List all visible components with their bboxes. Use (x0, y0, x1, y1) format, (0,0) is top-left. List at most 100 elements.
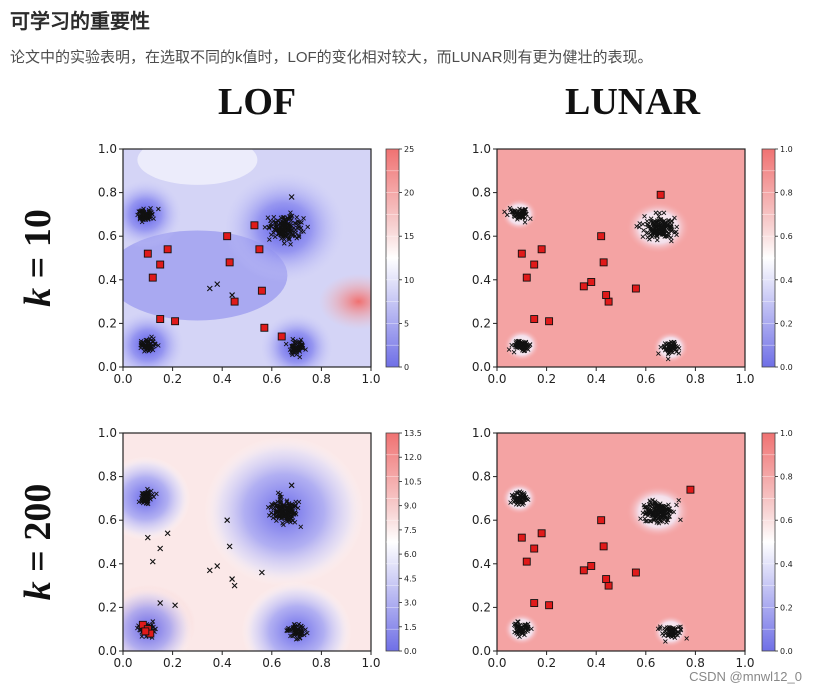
outlier-point (148, 273, 157, 282)
inlier-point (521, 340, 527, 345)
colorbar-tick-label: 0.2 (780, 319, 793, 328)
y-tick-label: 0.0 (98, 644, 117, 658)
inlier-point (292, 520, 298, 525)
inlier-point (294, 225, 300, 231)
scatter-x-point (258, 569, 265, 576)
outlier-point (141, 627, 150, 636)
scatter-x-point (214, 563, 221, 569)
inlier-point (645, 508, 651, 514)
inlier-point (663, 509, 669, 515)
outlier-point (255, 245, 264, 254)
inlier-point (657, 515, 662, 520)
inlier-point (652, 508, 658, 514)
inlier-point (640, 234, 646, 239)
score-region (123, 456, 191, 541)
outlier-point (530, 544, 539, 553)
inlier-point (286, 232, 291, 237)
inlier-point (266, 224, 272, 230)
scatter-x-point (224, 517, 231, 524)
y-tick-label: 0.2 (472, 600, 491, 614)
inlier-point (140, 491, 146, 496)
x-tick-label: 0.6 (262, 372, 281, 386)
inlier-point (511, 210, 516, 215)
inlier-point (268, 232, 274, 238)
colorbar-tick-label: 12.0 (404, 453, 422, 462)
x-tick-label: 0.6 (636, 372, 655, 386)
inlier-point (298, 345, 304, 350)
inlier-point (512, 498, 518, 503)
inlier-point (272, 227, 277, 233)
plot-area (497, 149, 745, 367)
scatter-x-point (288, 194, 295, 200)
inlier-point (516, 338, 522, 344)
inlier-point (296, 499, 302, 505)
inlier-point (290, 336, 296, 342)
inlier-point (502, 209, 507, 215)
inlier-point (289, 226, 295, 232)
inlier-point (273, 514, 279, 520)
scatter-x-point (144, 534, 151, 541)
inlier-point (645, 222, 651, 228)
colorbar-tick-label: 13.5 (404, 429, 422, 438)
outlier-point (277, 332, 286, 341)
column-title-lunar: LUNAR (565, 81, 701, 123)
inlier-point (525, 628, 530, 634)
inlier-point (290, 503, 296, 509)
y-tick-label: 0.8 (98, 186, 117, 200)
y-tick-label: 0.6 (98, 229, 117, 243)
inlier-point (677, 630, 682, 636)
inlier-point (660, 631, 665, 636)
x-tick-label: 1.0 (361, 372, 380, 386)
section-heading: 可学习的重要性 (10, 11, 150, 33)
outlier-point (522, 273, 531, 282)
outlier-point (522, 557, 531, 566)
outlier-point (156, 315, 165, 323)
inlier-point (148, 215, 153, 221)
outlier-point (597, 516, 606, 525)
inlier-point (262, 224, 268, 230)
inlier-point (286, 625, 291, 631)
colorbar-tick-label: 25 (404, 145, 414, 154)
inlier-point (659, 508, 664, 514)
inlier-point (652, 219, 658, 224)
x-tick-label: 0.2 (163, 656, 182, 670)
inlier-point (288, 214, 294, 219)
colorbar-tick-label: 0.0 (780, 363, 793, 372)
inlier-point (301, 632, 307, 638)
inlier-point (655, 626, 661, 632)
outlier-point (604, 581, 613, 590)
inlier-point (642, 504, 647, 510)
panel-lunar-k10: 0.0 0.2 0.4 0.6 0.8 1.0 0.0 0.2 0.4 0.6 0.8 1.0 0.0 0… (472, 142, 793, 386)
y-tick-label: 0.8 (472, 186, 491, 200)
inlier-point (146, 345, 152, 351)
inlier-cluster (655, 624, 689, 644)
heatmap-background (497, 433, 745, 651)
inlier-point (669, 218, 675, 224)
inlier-point (653, 507, 658, 513)
inlier-point (145, 339, 151, 344)
inlier-point (648, 518, 654, 524)
inlier-point (279, 494, 284, 500)
x-tick-label: 0.8 (686, 656, 705, 670)
inlier-point (290, 233, 295, 239)
x-tick-label: 0.0 (113, 372, 132, 386)
inlier-point (653, 220, 658, 226)
inlier-point (301, 216, 306, 221)
inlier-point (283, 510, 289, 516)
inlier-point (665, 226, 671, 231)
x-tick-label: 1.0 (735, 372, 754, 386)
colorbar-tick-label: 3.0 (404, 599, 417, 608)
inlier-point (656, 218, 662, 223)
inlier-point (141, 210, 147, 216)
outlier-point (225, 258, 234, 267)
inlier-point (295, 505, 301, 511)
inlier-point (274, 518, 279, 523)
inlier-point (150, 338, 156, 344)
colorbar-tick-label: 20 (404, 189, 414, 198)
inlier-point (660, 230, 665, 236)
inlier-point (653, 210, 659, 216)
outlier-point (597, 232, 606, 241)
outlier-point (530, 260, 539, 269)
inlier-point (664, 234, 670, 239)
axes-frame (122, 148, 372, 368)
